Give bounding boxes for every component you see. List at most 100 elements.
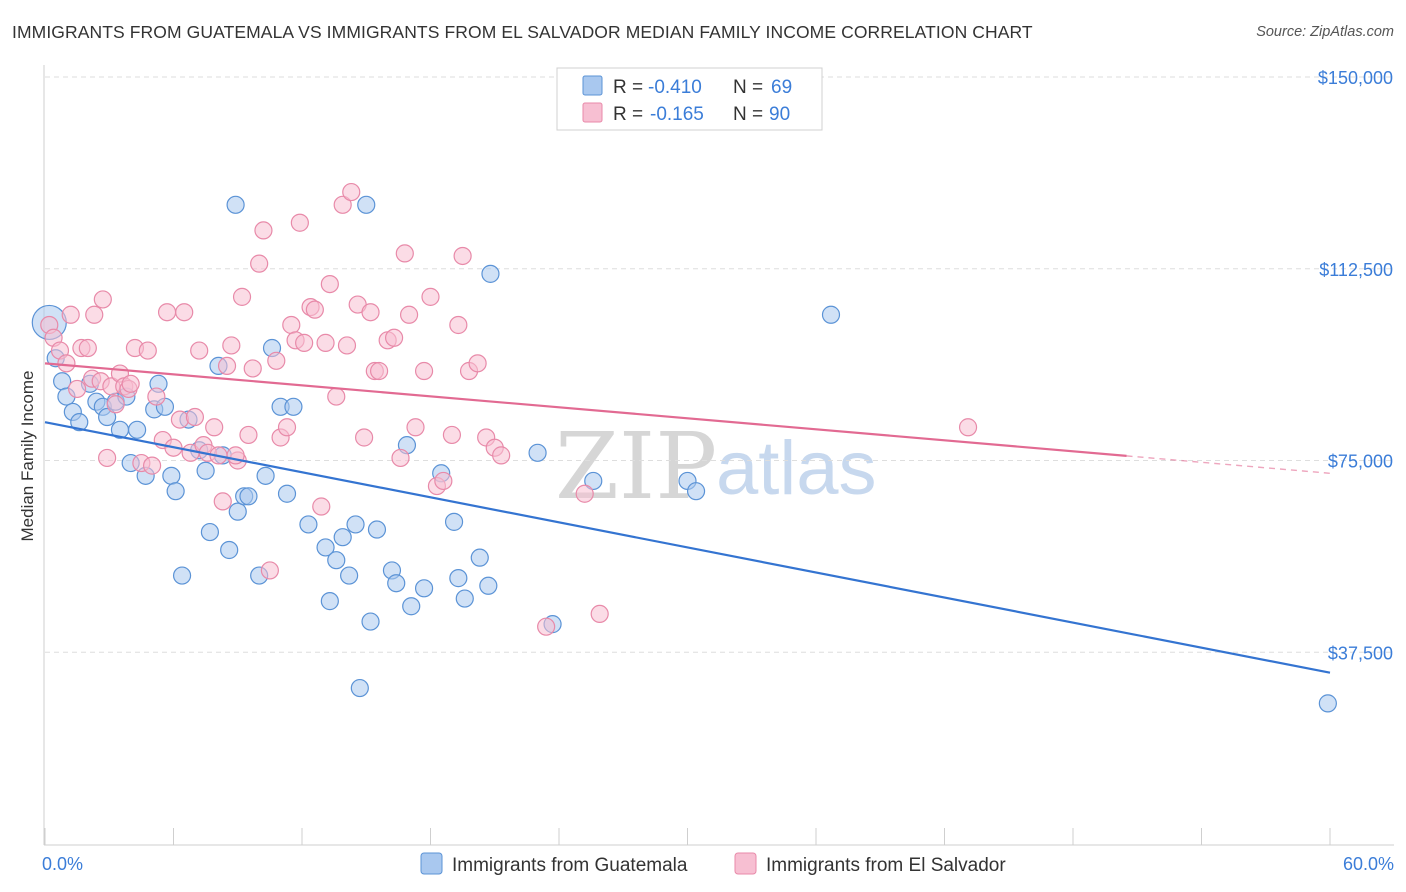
elsalvador-point-49 <box>282 315 301 335</box>
guatemala-point-66 <box>686 482 706 501</box>
elsalvador-point-74 <box>421 287 440 306</box>
guatemala-point-34 <box>256 466 275 485</box>
legend-swatch-guatemala <box>582 75 603 96</box>
x-tick-label-left: 0.0% <box>42 854 83 874</box>
guatemala-point-14 <box>127 420 147 439</box>
guatemala-point-21 <box>172 566 192 585</box>
guatemala-point-41 <box>320 592 339 611</box>
elsalvador-point-46 <box>267 351 286 370</box>
legend-n-label-guatemala: N = <box>733 77 763 98</box>
elsalvador-point-58 <box>327 387 346 406</box>
guatemala-point-53 <box>402 597 421 616</box>
elsalvador-point-79 <box>453 246 472 266</box>
guatemala-point-29 <box>226 195 245 214</box>
guatemala-point-24 <box>196 461 215 480</box>
guatemala-point-38 <box>284 397 303 416</box>
elsalvador-point-64 <box>361 303 380 322</box>
elsalvador-points <box>40 182 978 636</box>
elsalvador-point-4 <box>61 305 80 324</box>
legend-r-label-elsalvador: R = <box>613 104 643 125</box>
guatemala-point-58 <box>455 589 474 608</box>
guatemala-point-49 <box>367 520 387 539</box>
elsalvador-point-88 <box>958 418 978 437</box>
guatemala-point-51 <box>387 574 406 593</box>
correlation-legend: R = -0.410 N = 69 R = -0.165 N = 90 <box>556 67 823 131</box>
legend-swatch-elsalvador <box>582 102 603 123</box>
elsalvador-point-71 <box>399 305 419 324</box>
elsalvador-point-61 <box>342 182 361 202</box>
guatemala-point-40 <box>316 538 335 557</box>
guatemala-point-39 <box>299 515 318 534</box>
elsalvador-point-7 <box>78 338 97 358</box>
y-tick-labels: $37,500 $75,000 $112,500 $150,000 <box>1318 68 1393 663</box>
guatemala-point-68 <box>1318 694 1337 713</box>
elsalvador-point-86 <box>575 484 594 503</box>
guatemala-point-30 <box>228 502 247 521</box>
elsalvador-point-60 <box>337 336 357 355</box>
guatemala-point-42 <box>327 551 346 570</box>
axes <box>43 65 1394 846</box>
y-tick-label-2: $112,500 <box>1319 260 1393 280</box>
elsalvador-point-81 <box>468 354 487 373</box>
elsalvador-point-84 <box>492 446 511 465</box>
guatemala-point-57 <box>449 569 468 588</box>
elsalvador-point-31 <box>190 341 209 360</box>
elsalvador-point-41 <box>239 425 258 445</box>
elsalvador-point-54 <box>305 300 324 319</box>
y-tick-label-3: $150,000 <box>1318 68 1393 88</box>
guatemala-point-59 <box>470 548 489 567</box>
guatemala-point-5 <box>70 413 89 432</box>
elsalvador-point-28 <box>175 303 194 322</box>
guatemala-point-19 <box>162 466 181 485</box>
elsalvador-point-57 <box>320 274 339 294</box>
guatemala-point-9 <box>98 407 117 427</box>
elsalvador-point-52 <box>295 333 314 352</box>
elsalvador-point-43 <box>250 254 269 273</box>
guatemala-point-32 <box>239 487 258 506</box>
elsalvador-point-22 <box>142 456 162 475</box>
elsalvador-point-40 <box>232 287 252 306</box>
legend-n-value-elsalvador: 90 <box>769 104 790 125</box>
elsalvador-point-77 <box>442 425 462 445</box>
elsalvador-point-76 <box>434 471 453 491</box>
source-label: Source: ZipAtlas.com <box>1256 24 1394 40</box>
legend-r-label-guatemala: R = <box>613 77 643 98</box>
guatemala-point-62 <box>528 443 547 462</box>
elsalvador-point-70 <box>395 244 414 263</box>
legend-r-value-guatemala: -0.410 <box>648 77 702 98</box>
chart-title: IMMIGRANTS FROM GUATEMALA VS IMMIGRANTS … <box>12 22 1033 42</box>
elsalvador-point-36 <box>213 492 232 511</box>
elsalvador-point-5 <box>68 379 87 399</box>
y-axis-title: Median Family Income <box>18 370 37 541</box>
trend-lines <box>44 362 1331 674</box>
elsalvador-point-23 <box>147 387 166 406</box>
elsalvador-point-25 <box>157 303 177 322</box>
guatemala-points <box>31 195 1337 713</box>
elsalvador-point-56 <box>316 333 335 352</box>
elsalvador-point-30 <box>185 407 205 427</box>
y-tick-label-1: $75,000 <box>1328 452 1393 472</box>
elsalvador-point-51 <box>290 213 309 232</box>
elsalvador-point-44 <box>254 221 273 240</box>
guatemala-point-64 <box>584 471 603 491</box>
guatemala-point-2 <box>53 372 72 391</box>
guatemala-point-45 <box>346 515 365 534</box>
bottom-legend-label-guatemala: Immigrants from Guatemala <box>452 855 688 876</box>
guatemala-point-46 <box>350 678 369 698</box>
watermark-zip: ZIP <box>555 413 717 520</box>
legend-r-value-elsalvador: -0.165 <box>650 104 704 125</box>
elsalvador-point-68 <box>384 328 404 347</box>
guatemala-point-48 <box>361 612 380 631</box>
elsalvador-point-78 <box>449 315 468 335</box>
elsalvador-point-37 <box>217 356 237 376</box>
guatemala-point-60 <box>479 576 498 595</box>
elsalvador-point-69 <box>391 448 410 468</box>
elsalvador-point-59 <box>333 195 352 214</box>
x-tick-label-right: 60.0% <box>1343 854 1394 874</box>
watermark-atlas: atlas <box>716 426 877 511</box>
y-tick-label-0: $37,500 <box>1328 643 1393 663</box>
elsalvador-point-21 <box>138 341 157 360</box>
elsalvador-point-18 <box>121 374 140 393</box>
elsalvador-point-48 <box>277 418 297 437</box>
